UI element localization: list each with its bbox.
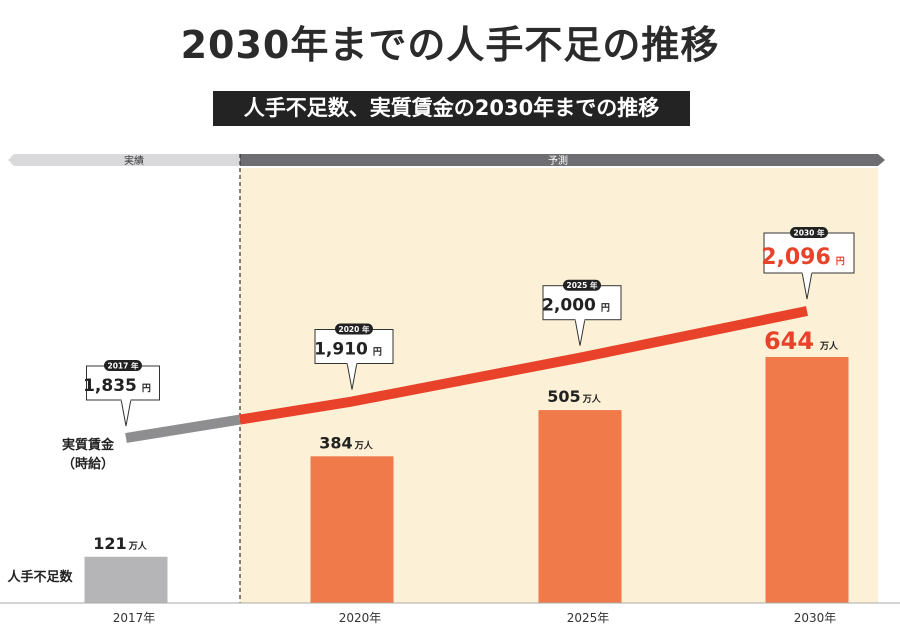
page-title: 2030年までの人手不足の推移 xyxy=(180,23,720,67)
wage-callout-box-1 xyxy=(314,329,394,365)
x-tick-label-1: 2020年 xyxy=(339,611,382,625)
wage-value-label-3: 2,096 円 xyxy=(761,245,845,270)
wage-callout-box-2 xyxy=(542,285,622,321)
wage-tag-pill-2 xyxy=(563,279,601,291)
wage-value-label-0: 1,835 円 xyxy=(83,376,151,396)
bar-value-label-0: 121 万人 xyxy=(93,534,147,553)
actual-banner-label: 実績 xyxy=(124,154,144,167)
wage-line-forecast xyxy=(239,306,809,425)
bar-0 xyxy=(84,556,168,603)
wage-tag-label-2: 2025 年 xyxy=(567,280,598,290)
x-tick-label-3: 2030年 xyxy=(794,611,837,625)
wage-callout-joint-3 xyxy=(802,271,812,274)
wage-value-label-1: 1,910 円 xyxy=(314,340,382,360)
forecast-banner-label: 予測 xyxy=(548,154,568,167)
wage-callout-box-3 xyxy=(763,232,855,274)
forecast-banner xyxy=(240,154,885,166)
wage-series-label: 実質賃金 xyxy=(62,437,115,453)
wage-tag-pill-0 xyxy=(104,360,142,371)
actual-banner xyxy=(8,154,240,166)
wage-callout-pointer-0 xyxy=(120,398,132,427)
wage-tag-pill-1 xyxy=(335,323,373,335)
wage-callout-joint-1 xyxy=(347,361,357,365)
bar-value-label-3: 644 万人 xyxy=(764,327,839,355)
x-tick-label-0: 2017年 xyxy=(113,611,156,625)
chart-subtitle: 人手不足数、実質賃金の2030年までの推移 xyxy=(213,91,690,126)
wage-callout-joint-2 xyxy=(575,317,585,321)
bar-2 xyxy=(538,410,622,603)
bar-3 xyxy=(765,357,849,603)
bar-series-label: 人手不足数 xyxy=(7,569,73,585)
wage-value-label-2: 2,000 円 xyxy=(542,296,610,316)
wage-line-actual xyxy=(125,414,241,443)
wage-callout-joint-0 xyxy=(121,398,131,401)
wage-tag-label-1: 2020 年 xyxy=(339,324,370,334)
wage-tag-label-3: 2030 年 xyxy=(794,228,825,238)
wage-tag-label-0: 2017 年 xyxy=(108,361,139,371)
bar-value-label-1: 384 万人 xyxy=(319,433,373,452)
wage-series-sublabel: （時給） xyxy=(62,456,114,472)
x-tick-label-2: 2025年 xyxy=(567,611,610,625)
bar-value-label-2: 505 万人 xyxy=(547,387,601,406)
wage-tag-pill-3 xyxy=(790,227,828,238)
bar-1 xyxy=(310,456,394,603)
